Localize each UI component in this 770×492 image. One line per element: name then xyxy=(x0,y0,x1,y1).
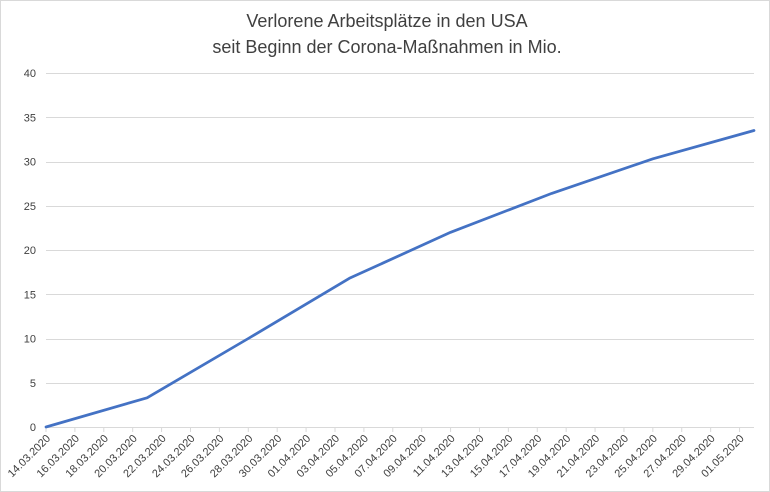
y-tick-label-40: 40 xyxy=(24,68,36,80)
y-axis-tick-labels: 0 5 10 15 20 25 30 35 40 xyxy=(24,68,36,434)
y-tick-label-35: 35 xyxy=(24,112,36,124)
y-tick-label-10: 10 xyxy=(24,334,36,346)
y-tick-label-20: 20 xyxy=(24,245,36,257)
series-line-0 xyxy=(44,129,756,429)
y-tick-label-0: 0 xyxy=(30,422,36,434)
series-group xyxy=(44,129,756,429)
x-axis-tick-labels: 14.03.202016.03.202018.03.202020.03.2020… xyxy=(6,433,747,480)
y-tick-label-5: 5 xyxy=(30,378,36,390)
chart-title-line-2: seit Beginn der Corona-Maßnahmen in Mio. xyxy=(212,37,561,57)
grid-lines xyxy=(45,73,754,432)
chart-title-line-1: Verlorene Arbeitsplätze in den USA xyxy=(246,11,527,31)
chart-title-group: Verlorene Arbeitsplätze in den USA seit … xyxy=(212,11,561,57)
y-tick-label-15: 15 xyxy=(24,289,36,301)
y-tick-label-30: 30 xyxy=(24,157,36,169)
y-tick-label-25: 25 xyxy=(24,201,36,213)
